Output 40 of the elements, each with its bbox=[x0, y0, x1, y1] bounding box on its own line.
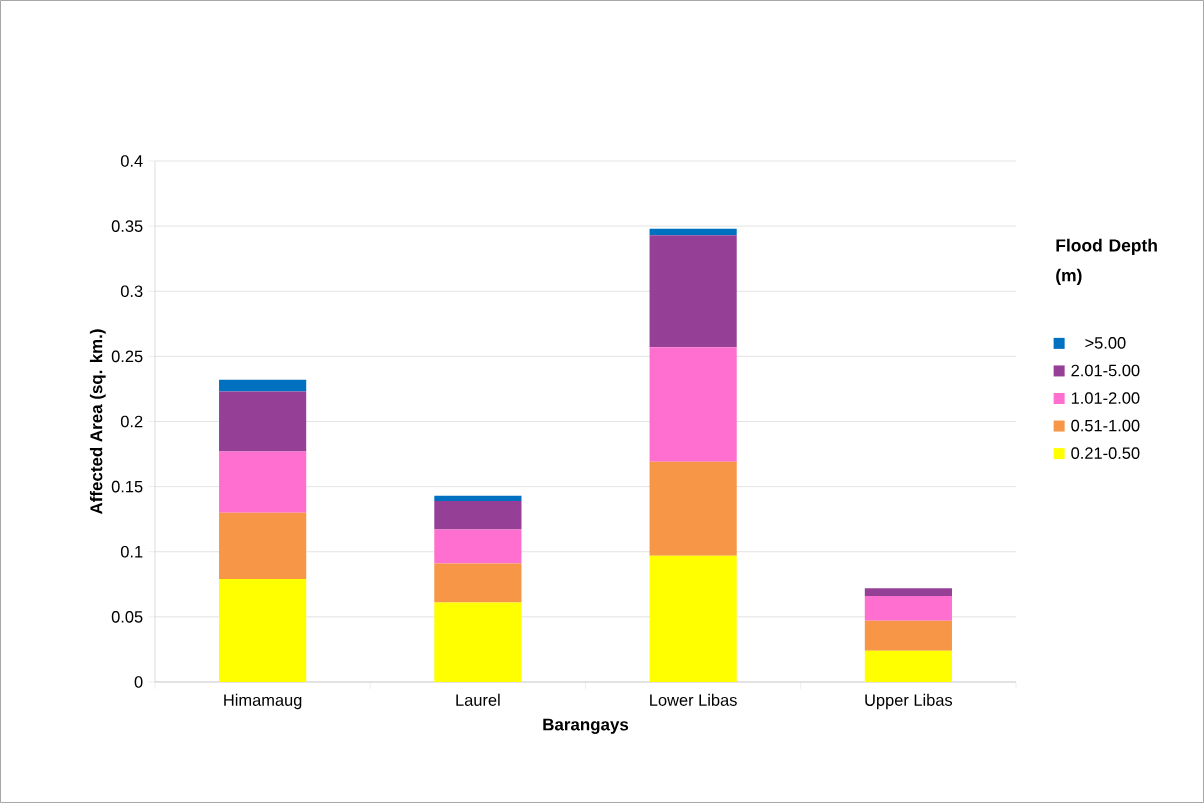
bar bbox=[649, 555, 737, 682]
bar bbox=[864, 620, 952, 651]
y-tick-label: 0 bbox=[134, 676, 143, 688]
x-tick-label: Upper Libas bbox=[865, 693, 953, 710]
bar bbox=[649, 235, 737, 348]
bar bbox=[649, 228, 737, 236]
bar bbox=[219, 379, 307, 392]
legend-title: Flood Depth (m) bbox=[1056, 238, 1157, 285]
y-axis-title: Affected Area (sq. km.) bbox=[89, 329, 106, 515]
bar bbox=[864, 650, 952, 682]
y-tick-label: 0.35 bbox=[111, 220, 143, 232]
bar bbox=[219, 512, 307, 580]
x-axis-title: Barangays bbox=[543, 718, 629, 734]
bar bbox=[434, 529, 522, 564]
y-tick-label: 0.15 bbox=[111, 480, 143, 493]
legend-label: 0.51-1.00 bbox=[1071, 419, 1140, 432]
bar bbox=[649, 461, 737, 556]
legend-label: >5.00 bbox=[1085, 337, 1126, 349]
legend-label: 2.01-5.00 bbox=[1071, 364, 1140, 377]
bar bbox=[649, 347, 737, 462]
bar bbox=[219, 579, 307, 682]
bar bbox=[864, 596, 952, 621]
y-tick-label: 0.1 bbox=[120, 545, 143, 558]
bar bbox=[434, 500, 522, 530]
x-tick-label: Laurel bbox=[456, 693, 500, 706]
x-tick-label: Lower Libas bbox=[650, 693, 737, 706]
bar bbox=[219, 391, 307, 452]
y-tick-label: 0.3 bbox=[120, 285, 143, 298]
bar bbox=[434, 563, 522, 603]
legend-label: 1.01-2.00 bbox=[1071, 392, 1140, 404]
y-tick-label: 0.2 bbox=[120, 415, 143, 428]
y-tick-label: 0.25 bbox=[111, 350, 143, 363]
bar bbox=[434, 602, 522, 682]
bar bbox=[864, 588, 952, 597]
x-tick-label: Himamaug bbox=[224, 693, 302, 710]
bar bbox=[434, 495, 522, 501]
y-tick-label: 0.05 bbox=[111, 611, 143, 623]
legend-label: 0.21-0.50 bbox=[1071, 447, 1140, 459]
bar bbox=[219, 451, 307, 513]
y-tick-label: 0.4 bbox=[120, 155, 143, 167]
